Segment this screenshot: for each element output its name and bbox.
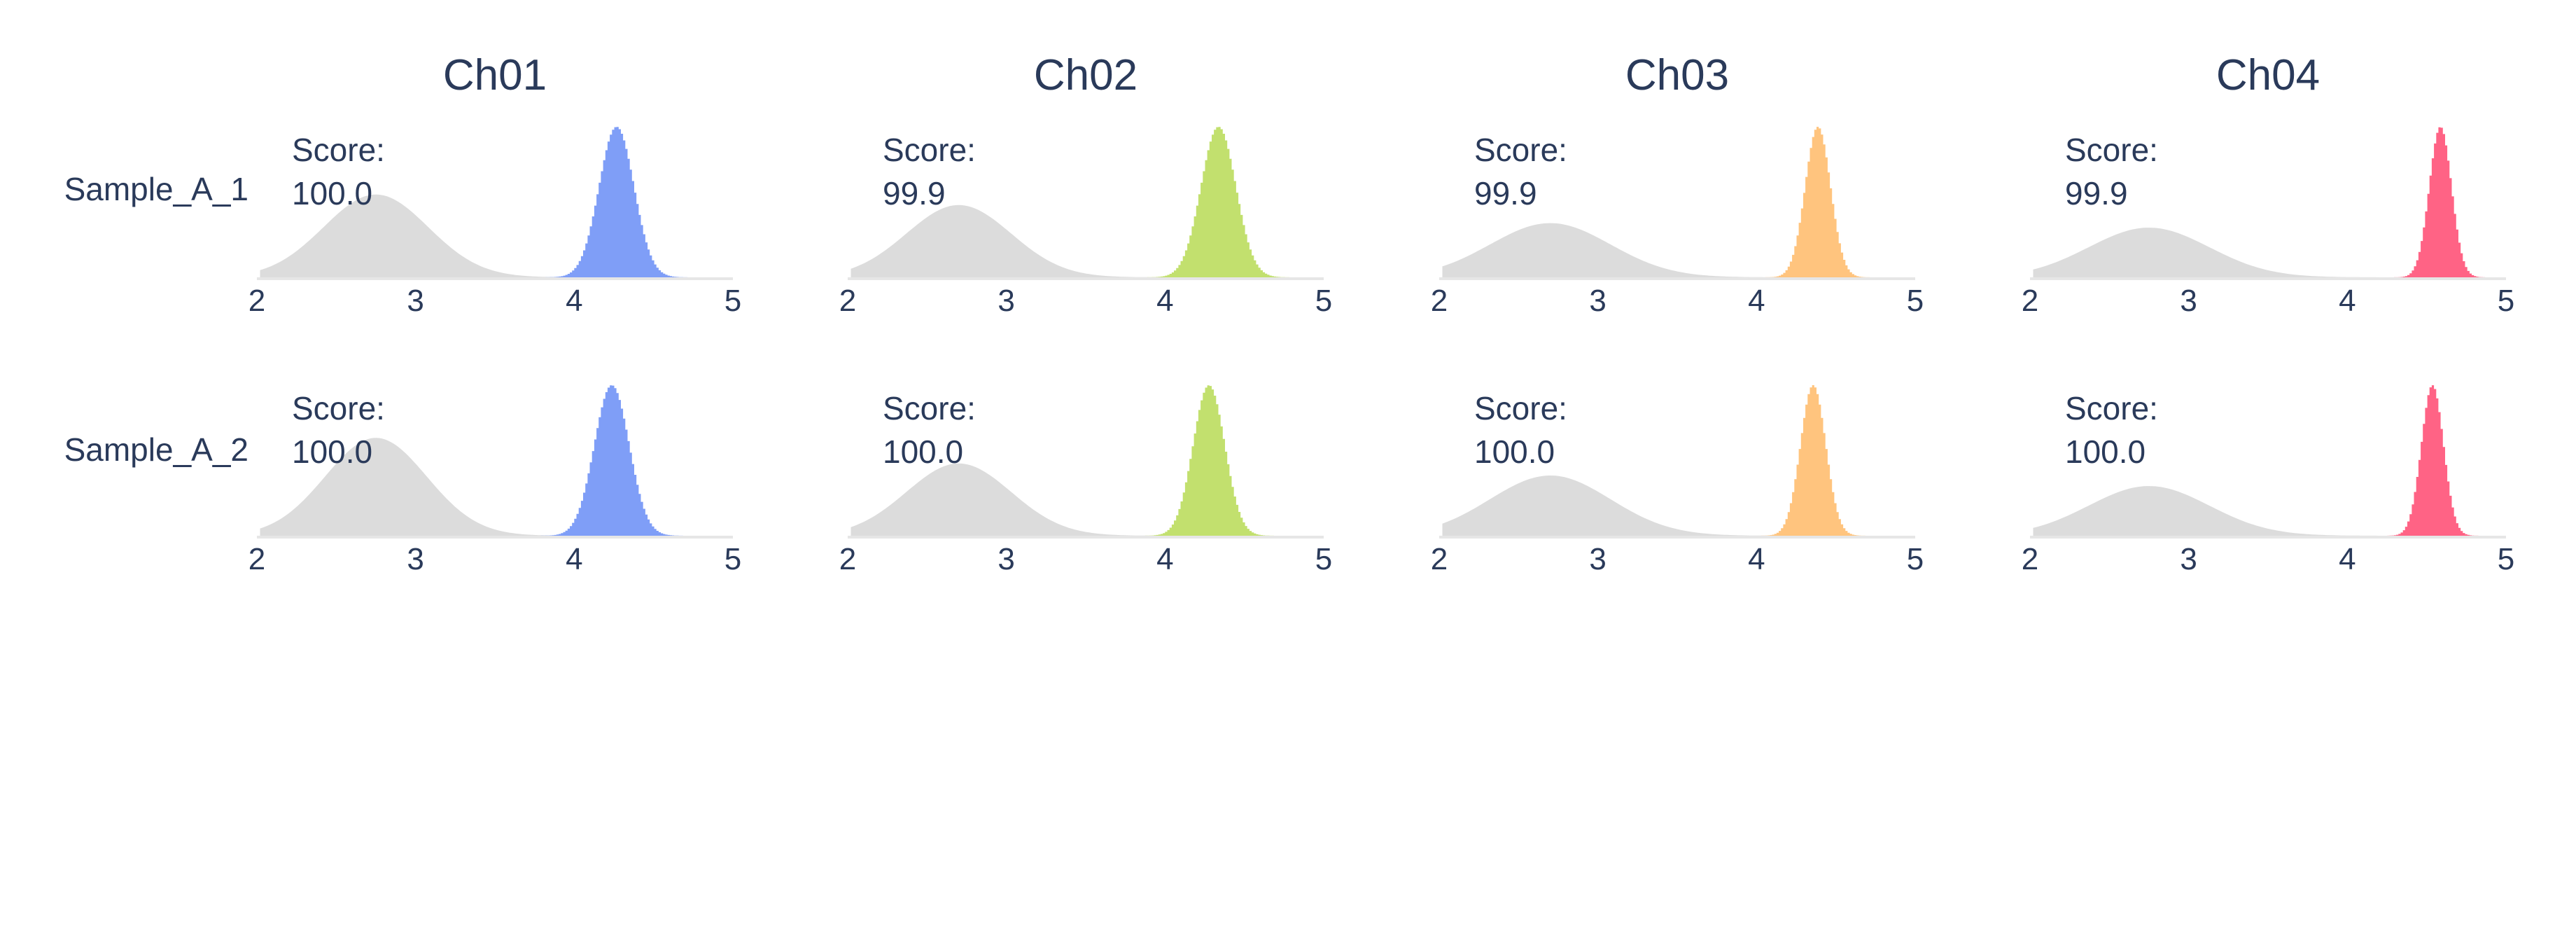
background-distribution-sample-a-1-ch01 (260, 194, 725, 277)
x-tick-label-sample-a-2-ch01-5: 5 (724, 542, 741, 576)
x-tick-label-sample-a-2-ch04-4: 4 (2339, 542, 2356, 576)
x-tick-label-sample-a-1-ch04-3: 3 (2180, 284, 2197, 318)
x-tick-label-sample-a-2-ch04-2: 2 (2022, 542, 2038, 576)
score-label-sample-a-2-ch01: Score: (292, 390, 385, 426)
signal-histogram-sample-a-2-ch02 (1054, 385, 1321, 536)
x-tick-label-sample-a-1-ch02-4: 4 (1156, 284, 1173, 318)
background-distribution-sample-a-2-ch04 (2033, 486, 2498, 536)
score-value-sample-a-1-ch04: 99.9 (2065, 175, 2128, 211)
score-label-sample-a-2-ch03: Score: (1474, 390, 1567, 426)
background-distribution-sample-a-2-ch01 (260, 438, 725, 536)
score-value-sample-a-2-ch02: 100.0 (883, 433, 963, 470)
x-tick-label-sample-a-2-ch02-4: 4 (1156, 542, 1173, 576)
x-tick-label-sample-a-1-ch02-3: 3 (997, 284, 1014, 318)
x-tick-label-sample-a-2-ch02-3: 3 (997, 542, 1014, 576)
x-tick-label-sample-a-2-ch03-5: 5 (1907, 542, 1924, 576)
score-value-sample-a-1-ch01: 100.0 (292, 175, 372, 211)
background-distribution-sample-a-2-ch03 (1442, 476, 1907, 536)
score-label-sample-a-1-ch03: Score: (1474, 132, 1567, 168)
x-tick-label-sample-a-1-ch03-5: 5 (1907, 284, 1924, 318)
score-value-sample-a-1-ch02: 99.9 (883, 175, 946, 211)
background-distribution-sample-a-1-ch04 (2033, 228, 2498, 277)
score-value-sample-a-2-ch01: 100.0 (292, 433, 372, 470)
channel-title-ch04: Ch04 (2216, 51, 2320, 99)
x-tick-label-sample-a-1-ch04-5: 5 (2498, 284, 2514, 318)
score-value-sample-a-2-ch03: 100.0 (1474, 433, 1555, 470)
background-distribution-sample-a-2-ch02 (850, 463, 1316, 536)
x-tick-label-sample-a-2-ch02-5: 5 (1315, 542, 1332, 576)
x-tick-label-sample-a-1-ch03-3: 3 (1589, 284, 1606, 318)
sample-label-sample-a-2: Sample_A_2 (64, 431, 248, 468)
score-label-sample-a-1-ch04: Score: (2065, 132, 2158, 168)
background-distribution-sample-a-1-ch03 (1442, 223, 1907, 277)
score-label-sample-a-2-ch04: Score: (2065, 390, 2158, 426)
channel-title-ch01: Ch01 (443, 51, 547, 99)
x-tick-label-sample-a-1-ch02-5: 5 (1315, 284, 1332, 318)
background-distribution-sample-a-1-ch02 (850, 204, 1316, 277)
x-tick-label-sample-a-2-ch01-3: 3 (407, 542, 424, 576)
signal-histogram-sample-a-2-ch03 (1645, 385, 1912, 536)
x-tick-label-sample-a-1-ch04-2: 2 (2022, 284, 2038, 318)
signal-histogram-sample-a-1-ch01 (463, 127, 730, 277)
x-tick-label-sample-a-2-ch03-4: 4 (1748, 542, 1765, 576)
x-tick-label-sample-a-2-ch02-2: 2 (839, 542, 856, 576)
x-tick-label-sample-a-2-ch03-3: 3 (1589, 542, 1606, 576)
x-tick-label-sample-a-1-ch01-2: 2 (248, 284, 265, 318)
signal-histogram-sample-a-1-ch04 (2236, 127, 2503, 277)
score-value-sample-a-2-ch04: 100.0 (2065, 433, 2146, 470)
x-tick-label-sample-a-1-ch01-5: 5 (724, 284, 741, 318)
x-tick-label-sample-a-2-ch04-3: 3 (2180, 542, 2197, 576)
x-tick-label-sample-a-2-ch01-4: 4 (566, 542, 582, 576)
channel-title-ch02: Ch02 (1034, 51, 1138, 99)
x-tick-label-sample-a-2-ch03-2: 2 (1431, 542, 1448, 576)
score-label-sample-a-1-ch01: Score: (292, 132, 385, 168)
x-tick-label-sample-a-1-ch02-2: 2 (839, 284, 856, 318)
x-tick-label-sample-a-2-ch01-2: 2 (248, 542, 265, 576)
score-label-sample-a-1-ch02: Score: (883, 132, 976, 168)
x-tick-label-sample-a-1-ch04-4: 4 (2339, 284, 2356, 318)
x-tick-label-sample-a-1-ch03-2: 2 (1431, 284, 1448, 318)
signal-histogram-sample-a-2-ch04 (2236, 385, 2503, 536)
signal-histogram-sample-a-2-ch01 (463, 385, 730, 536)
x-tick-label-sample-a-1-ch01-3: 3 (407, 284, 424, 318)
x-tick-label-sample-a-1-ch01-4: 4 (566, 284, 582, 318)
sample-label-sample-a-1: Sample_A_1 (64, 171, 248, 207)
x-tick-label-sample-a-2-ch04-5: 5 (2498, 542, 2514, 576)
signal-histogram-sample-a-1-ch03 (1645, 127, 1912, 277)
score-value-sample-a-1-ch03: 99.9 (1474, 175, 1537, 211)
x-tick-label-sample-a-1-ch03-4: 4 (1748, 284, 1765, 318)
signal-histogram-sample-a-1-ch02 (1054, 127, 1321, 277)
score-label-sample-a-2-ch02: Score: (883, 390, 976, 426)
channel-title-ch03: Ch03 (1625, 51, 1729, 99)
